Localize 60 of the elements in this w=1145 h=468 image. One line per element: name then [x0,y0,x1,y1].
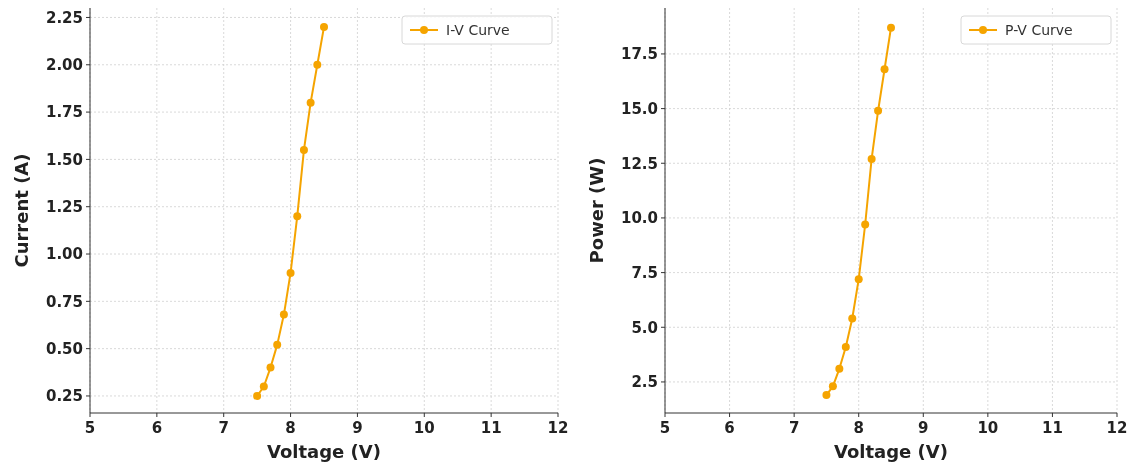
x-tick-label: 11 [1041,419,1063,437]
x-tick-label: 10 [977,419,999,437]
y-tick-label: 10.0 [620,209,658,228]
y-tick-label: 12.5 [620,154,658,173]
x-tick-label: 9 [918,419,929,437]
y-axis-title: Power (W) [586,157,607,264]
x-tick-label: 5 [84,419,96,437]
y-tick-label: 15.0 [620,99,658,118]
y-tick-label: 2.25 [45,8,83,27]
point [320,22,328,31]
y-tick-label: 1.75 [45,103,83,122]
point [880,65,889,74]
y-tick-label: 17.5 [620,45,658,64]
y-tick-label: 1.00 [45,245,83,264]
y-tick-label: 0.25 [45,387,83,406]
point [306,98,315,107]
point [828,382,837,391]
x-tick-label: 7 [788,419,800,437]
y-axis-title: Current (A) [11,153,32,268]
y-tick-label: 0.75 [45,292,83,311]
point [841,342,850,351]
y-tick-label: 2.5 [631,373,658,392]
point [867,154,876,163]
point [822,391,831,400]
point [293,212,302,221]
point [861,220,870,229]
point [835,364,844,373]
x-tick-label: 12 [1106,419,1128,437]
x-tick-label: 7 [218,419,229,437]
x-axis-title: Voltage (V) [267,441,381,462]
point [273,340,282,349]
point [253,391,262,400]
point [874,106,883,115]
y-tick-label: 2.00 [45,56,83,75]
point [313,60,322,69]
point [279,310,288,319]
x-tick-label: 6 [151,419,163,437]
point [848,314,857,323]
x-tick-label: 8 [853,419,864,437]
x-tick-label: 9 [352,419,363,437]
legend-label: P-V Curve [1005,21,1073,38]
y-tick-label: 5.0 [631,318,658,337]
y-tick-label: 1.25 [45,197,83,216]
point [299,145,308,154]
x-axis-title: Voltage (V) [834,441,948,462]
y-tick-label: 0.50 [45,339,83,358]
legend-label: I-V Curve [446,21,510,38]
x-tick-label: 8 [285,419,296,437]
point [887,23,895,32]
x-tick-label: 10 [413,419,435,437]
x-tick-label: 5 [659,419,671,437]
x-tick-label: 11 [480,419,502,437]
point [286,268,295,277]
point [854,275,863,284]
x-tick-label: 6 [724,419,735,437]
y-tick-label: 7.5 [631,263,658,282]
point [266,363,275,372]
point [259,382,268,391]
y-tick-label: 1.50 [45,150,83,169]
x-tick-label: 12 [547,419,569,437]
